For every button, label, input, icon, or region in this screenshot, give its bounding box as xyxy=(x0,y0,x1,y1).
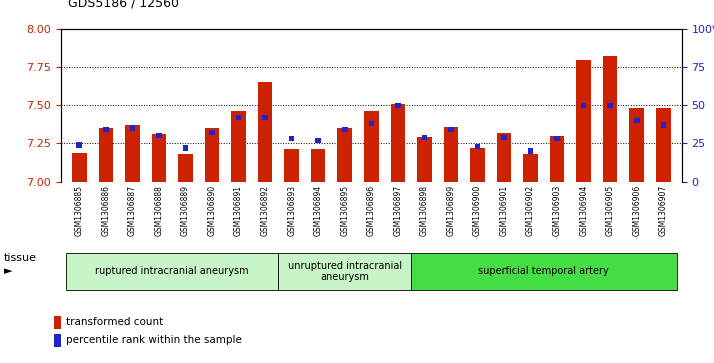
Bar xyxy=(99,128,113,182)
Bar xyxy=(364,111,378,182)
Bar xyxy=(258,82,273,182)
Bar xyxy=(311,150,326,182)
Text: GSM1306887: GSM1306887 xyxy=(128,185,137,236)
Text: GSM1306892: GSM1306892 xyxy=(261,185,270,236)
Bar xyxy=(395,103,401,108)
Bar xyxy=(576,60,591,182)
Bar xyxy=(368,121,374,126)
Bar xyxy=(501,135,507,140)
Text: GSM1306895: GSM1306895 xyxy=(341,185,349,236)
Bar xyxy=(497,133,511,182)
Text: GSM1306889: GSM1306889 xyxy=(181,185,190,236)
Text: GSM1306905: GSM1306905 xyxy=(605,185,615,236)
Bar xyxy=(554,136,560,142)
Text: GSM1306894: GSM1306894 xyxy=(313,185,323,236)
Text: GSM1306897: GSM1306897 xyxy=(393,185,402,236)
Text: GSM1306904: GSM1306904 xyxy=(579,185,588,236)
Text: ruptured intracranial aneurysm: ruptured intracranial aneurysm xyxy=(96,266,249,276)
Text: GSM1306898: GSM1306898 xyxy=(420,185,429,236)
Bar xyxy=(475,144,481,149)
Bar xyxy=(338,128,352,182)
Text: transformed count: transformed count xyxy=(66,317,164,327)
Bar xyxy=(443,127,458,182)
Text: unruptured intracranial
aneurysm: unruptured intracranial aneurysm xyxy=(288,261,402,282)
Bar xyxy=(231,111,246,182)
Text: GSM1306896: GSM1306896 xyxy=(367,185,376,236)
Bar xyxy=(342,127,348,132)
FancyBboxPatch shape xyxy=(411,253,677,290)
Text: GSM1306888: GSM1306888 xyxy=(154,185,164,236)
Bar xyxy=(634,118,640,123)
Text: GSM1306907: GSM1306907 xyxy=(659,185,668,236)
Bar xyxy=(262,115,268,120)
Text: superficial temporal artery: superficial temporal artery xyxy=(478,266,609,276)
Bar xyxy=(660,122,666,128)
Bar xyxy=(391,104,405,182)
Bar xyxy=(608,103,613,108)
Bar xyxy=(125,125,140,182)
Text: tissue: tissue xyxy=(4,253,36,263)
Text: GSM1306890: GSM1306890 xyxy=(208,185,216,236)
Bar xyxy=(209,130,215,135)
Text: GSM1306901: GSM1306901 xyxy=(500,185,508,236)
FancyBboxPatch shape xyxy=(66,253,278,290)
Bar xyxy=(550,136,564,182)
Bar xyxy=(470,148,485,182)
Text: GSM1306899: GSM1306899 xyxy=(446,185,456,236)
Bar xyxy=(656,108,670,182)
Text: GSM1306900: GSM1306900 xyxy=(473,185,482,236)
Bar xyxy=(103,127,109,132)
FancyBboxPatch shape xyxy=(278,253,411,290)
Bar xyxy=(523,154,538,182)
Bar xyxy=(316,138,321,143)
Bar xyxy=(151,134,166,182)
Bar xyxy=(54,334,61,347)
Bar xyxy=(76,142,82,148)
Bar xyxy=(284,150,299,182)
Bar xyxy=(603,57,618,182)
Text: GSM1306893: GSM1306893 xyxy=(287,185,296,236)
Bar xyxy=(528,148,533,154)
Bar xyxy=(156,133,161,138)
Text: GSM1306903: GSM1306903 xyxy=(553,185,562,236)
Bar xyxy=(421,135,427,140)
Text: percentile rank within the sample: percentile rank within the sample xyxy=(66,335,242,346)
Bar xyxy=(581,103,586,108)
Bar xyxy=(129,126,135,131)
Text: GSM1306886: GSM1306886 xyxy=(101,185,111,236)
Bar xyxy=(205,128,219,182)
Bar xyxy=(289,136,294,142)
Bar xyxy=(448,127,453,132)
Bar xyxy=(183,145,188,151)
Bar xyxy=(630,108,644,182)
Text: GSM1306885: GSM1306885 xyxy=(75,185,84,236)
Bar xyxy=(417,137,432,182)
Text: GSM1306906: GSM1306906 xyxy=(632,185,641,236)
Text: GDS5186 / 12560: GDS5186 / 12560 xyxy=(68,0,178,9)
Bar xyxy=(54,316,61,329)
Text: GSM1306902: GSM1306902 xyxy=(526,185,535,236)
Text: ►: ► xyxy=(4,266,12,276)
Bar xyxy=(72,152,86,182)
Bar xyxy=(178,154,193,182)
Bar xyxy=(236,115,241,120)
Text: GSM1306891: GSM1306891 xyxy=(234,185,243,236)
